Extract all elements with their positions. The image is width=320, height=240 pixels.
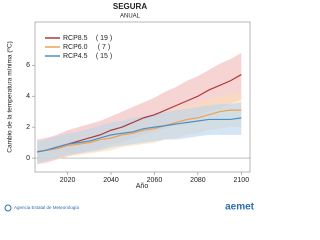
legend-label: RCP8.5 — [63, 35, 88, 42]
chart-title: SEGURA — [113, 2, 147, 11]
x-tick-label: 2080 — [190, 177, 206, 184]
y-tick-label: 4 — [26, 93, 30, 100]
legend-label: RCP6.0 — [63, 44, 88, 51]
y-tick-label: 2 — [26, 124, 30, 131]
x-tick-label: 2040 — [103, 177, 119, 184]
y-axis-label: Cambio de la temperatura mínima (ºC) — [7, 41, 14, 152]
series-line — [37, 109, 242, 153]
agency-logo — [4, 204, 12, 212]
legend-count: ( 19 ) — [96, 35, 112, 42]
y-tick-label: 6 — [26, 62, 30, 69]
legend-label: RCP4.5 — [63, 53, 88, 60]
x-tick-label: 2100 — [234, 177, 250, 184]
x-tick-label: 2020 — [60, 177, 76, 184]
footer-agency: Agencia Estatal de Meteorología — [14, 205, 80, 210]
footer-brand: aemet — [225, 202, 255, 213]
x-tick-label: 2060 — [147, 177, 163, 184]
uncertainty-band — [37, 102, 242, 163]
chart: SEGURA ANUAL Año Cambio de la temperatur… — [4, 2, 255, 213]
series-line — [37, 117, 242, 153]
legend-count: ( 7 ) — [98, 44, 110, 51]
chart-subtitle: ANUAL — [120, 14, 141, 20]
x-axis-label: Año — [136, 183, 149, 190]
y-tick-label: 0 — [26, 155, 30, 162]
legend-count: ( 15 ) — [96, 53, 112, 60]
